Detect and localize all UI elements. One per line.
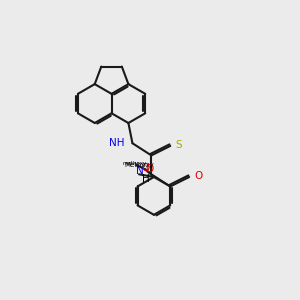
Text: O: O	[141, 163, 149, 173]
Text: N: N	[136, 166, 144, 176]
Text: O: O	[145, 164, 153, 174]
Text: Methoxy: Methoxy	[124, 162, 154, 168]
Text: O: O	[195, 171, 203, 181]
Text: methoxy: methoxy	[123, 161, 147, 166]
Text: NH: NH	[110, 138, 125, 148]
Text: H: H	[142, 174, 149, 184]
Text: S: S	[176, 140, 182, 150]
